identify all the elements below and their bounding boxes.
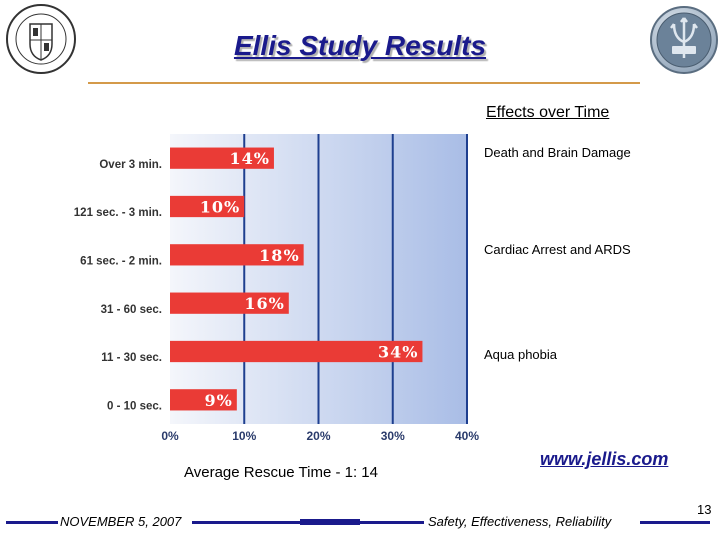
data-label: 34% [378, 343, 418, 362]
page-number: 13 [697, 502, 712, 517]
x-tick-label: 20% [306, 429, 330, 443]
effects-title: Effects over Time [486, 104, 610, 121]
category-label: 61 sec. - 2 min. [80, 255, 162, 267]
category-label: 0 - 10 sec. [107, 400, 162, 412]
bar [170, 244, 304, 266]
bar [170, 195, 245, 218]
footer-rule-accent [300, 519, 360, 525]
category-label: 31 - 60 sec. [101, 304, 162, 316]
footer-rule [640, 521, 710, 524]
slide-title: Ellis Study Results [233, 30, 487, 61]
footer-tagline: Safety, Effectiveness, Reliability [428, 514, 612, 529]
effect-aqua-phobia: Aqua phobia [484, 347, 558, 362]
data-label: 14% [229, 149, 269, 168]
data-label: 16% [244, 294, 284, 313]
website-link[interactable]: www.jellis.com [540, 449, 669, 469]
category-label: Over 3 min. [99, 159, 162, 171]
footer-rule [6, 521, 58, 524]
university-seal-logo [6, 4, 76, 74]
bar [170, 147, 274, 169]
x-tick-label: 0% [161, 429, 179, 443]
x-tick-label: 30% [381, 429, 405, 443]
average-rescue-time: Average Rescue Time - 1: 14 [184, 464, 378, 481]
category-label: 121 sec. - 3 min. [74, 207, 162, 219]
category-label: 11 - 30 sec. [101, 352, 162, 364]
x-tick-label: 40% [455, 429, 479, 443]
effect-cardiac-arrest: Cardiac Arrest and ARDS [484, 242, 631, 257]
title-divider [88, 82, 640, 84]
x-tick-label: 10% [232, 429, 256, 443]
effect-death-brain-damage: Death and Brain Damage [484, 145, 631, 160]
footer-date: NOVEMBER 5, 2007 [60, 514, 182, 529]
trident-logo [650, 6, 718, 74]
bar [170, 292, 289, 314]
data-label: 9% [204, 391, 232, 410]
data-label: 10% [200, 198, 240, 217]
data-label: 18% [259, 246, 299, 265]
bar [170, 340, 423, 363]
bar [170, 389, 237, 411]
